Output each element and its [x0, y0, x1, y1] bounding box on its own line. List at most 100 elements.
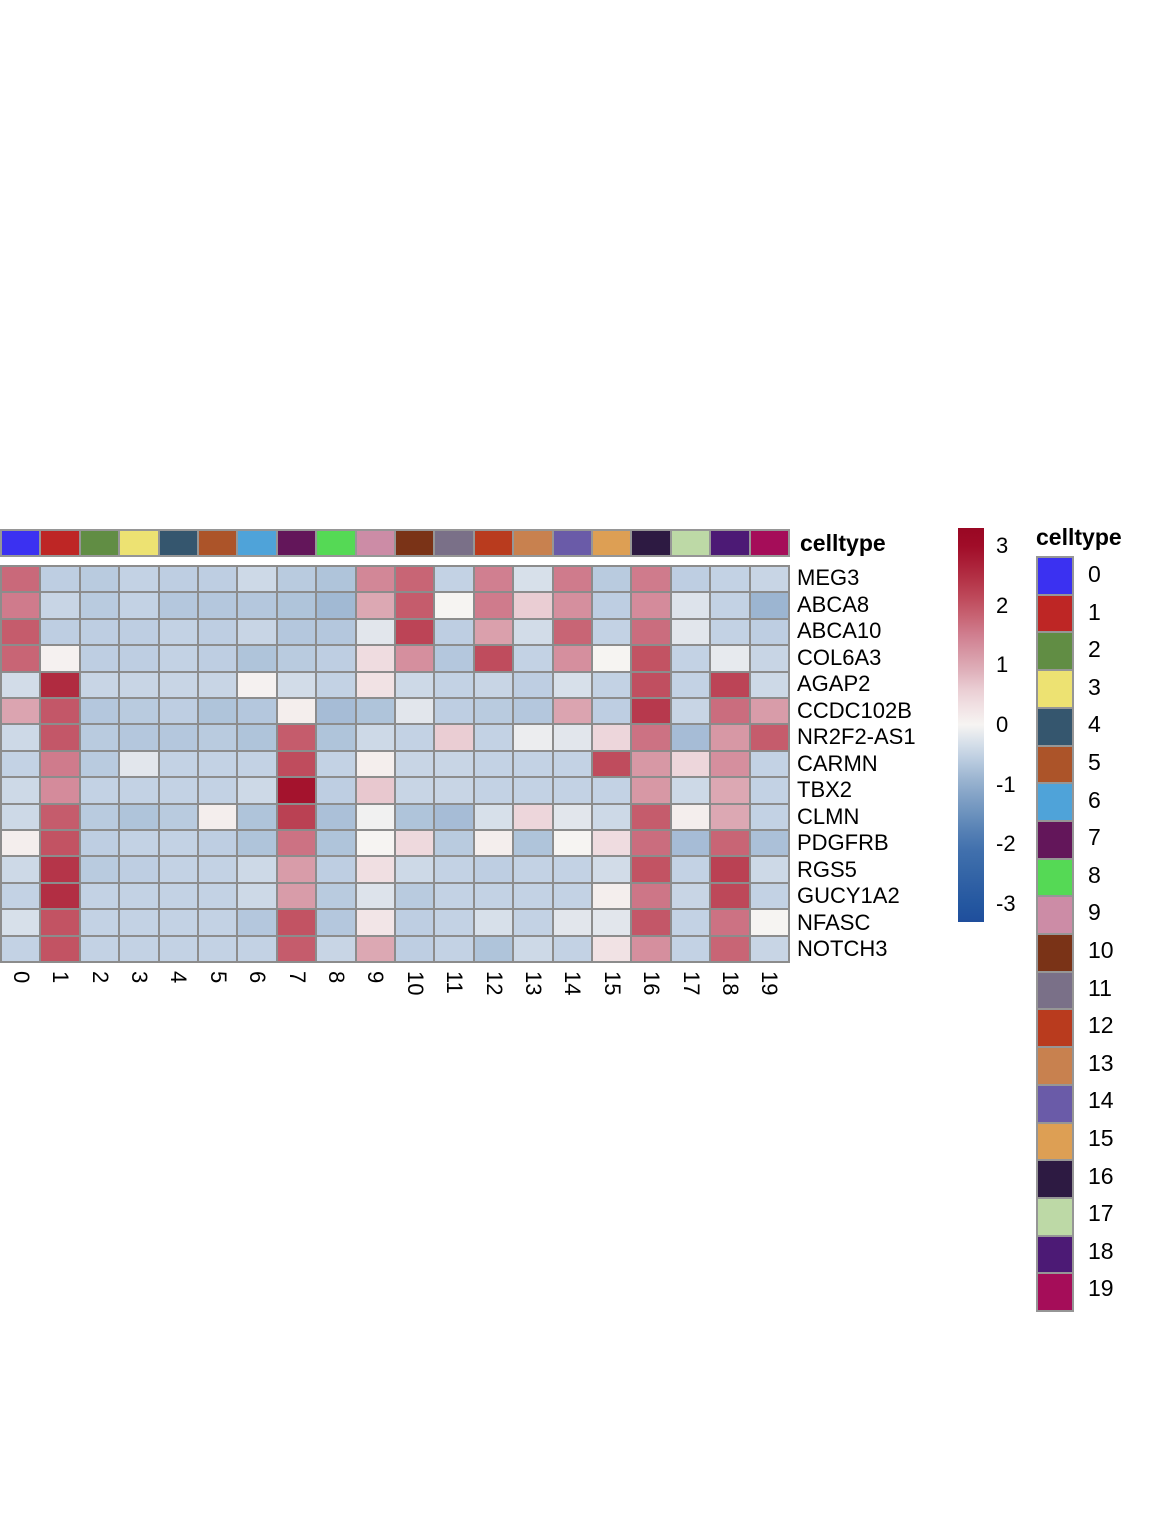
heatmap-cell — [159, 936, 197, 961]
heatmap-cell — [553, 593, 591, 618]
heatmap-cell — [238, 646, 276, 671]
heatmap-cell — [317, 593, 355, 618]
heatmap-cell — [435, 567, 473, 592]
heatmap-cell — [750, 910, 788, 935]
heatmap-cell — [553, 672, 591, 697]
column-label: 4 — [166, 971, 192, 984]
heatmap-cell — [317, 619, 355, 645]
legend-swatch-16 — [1038, 1161, 1072, 1197]
heatmap-cell — [317, 936, 355, 961]
heatmap-cell — [199, 804, 237, 829]
heatmap-cell — [80, 567, 119, 592]
heatmap-cell — [514, 936, 552, 961]
heatmap-cell — [632, 883, 670, 909]
heatmap-cell — [356, 698, 394, 724]
annotation-cell-18 — [711, 531, 749, 555]
heatmap-cell — [396, 910, 434, 935]
heatmap-cell — [317, 778, 355, 803]
colorbar-tick-label: -2 — [996, 831, 1016, 857]
legend-swatch-11 — [1038, 972, 1072, 1009]
heatmap-cell — [750, 672, 788, 697]
heatmap-cell — [435, 910, 473, 935]
column-label: 8 — [323, 971, 349, 984]
heatmap-cell — [711, 672, 749, 697]
heatmap-cell — [120, 672, 158, 697]
heatmap-cell — [396, 619, 434, 645]
heatmap-cell — [711, 778, 749, 803]
annotation-cell-8 — [317, 531, 355, 555]
heatmap-cell — [41, 567, 79, 592]
heatmap-cell — [238, 672, 276, 697]
heatmap-cell — [474, 672, 513, 697]
heatmap-cell — [317, 910, 355, 935]
heatmap-cell — [750, 646, 788, 671]
column-label: 12 — [481, 971, 507, 996]
heatmap-cell — [593, 725, 631, 750]
heatmap-cell — [711, 698, 749, 724]
row-label: PDGFRB — [797, 830, 889, 856]
heatmap-cell — [711, 936, 749, 961]
legend-label: 4 — [1088, 711, 1101, 738]
heatmap-cell — [474, 751, 513, 777]
legend-swatch-19 — [1038, 1274, 1072, 1310]
legend-label: 14 — [1088, 1087, 1114, 1114]
heatmap-cell — [159, 698, 197, 724]
heatmap-cell — [396, 593, 434, 618]
heatmap-cell — [593, 910, 631, 935]
legend-label: 8 — [1088, 861, 1101, 888]
heatmap-cell — [80, 619, 119, 645]
heatmap-cell — [514, 830, 552, 856]
heatmap-cell — [317, 672, 355, 697]
heatmap-cell — [435, 619, 473, 645]
row-label: TBX2 — [797, 777, 853, 803]
heatmap-cell — [238, 804, 276, 829]
row-label: RGS5 — [797, 856, 857, 882]
row-label: MEG3 — [797, 565, 860, 590]
legend-swatch-5 — [1038, 746, 1072, 783]
annotation-cell-14 — [553, 531, 591, 555]
heatmap-cell — [199, 646, 237, 671]
column-label: 17 — [678, 971, 704, 996]
heatmap-cell — [356, 883, 394, 909]
annotation-cell-6 — [238, 531, 276, 555]
heatmap-cell — [514, 698, 552, 724]
heatmap-cell — [41, 883, 79, 909]
heatmap-cell — [277, 778, 316, 803]
column-label: 1 — [48, 971, 74, 984]
column-label: 19 — [757, 971, 783, 996]
heatmap-cell — [514, 619, 552, 645]
legend-label: 17 — [1088, 1200, 1114, 1227]
row-label: CCDC102B — [797, 697, 912, 723]
heatmap-cell — [120, 910, 158, 935]
heatmap-cell — [159, 567, 197, 592]
annotation-cell-7 — [277, 531, 316, 555]
heatmap-cell — [238, 593, 276, 618]
heatmap-cell — [435, 804, 473, 829]
heatmap-cell — [671, 593, 710, 618]
heatmap-cell — [593, 593, 631, 618]
heatmap-cell — [41, 830, 79, 856]
column-label: 0 — [8, 971, 34, 984]
legend-swatch-12 — [1038, 1010, 1072, 1047]
annotation-cell-1 — [41, 531, 79, 555]
heatmap-cell — [277, 910, 316, 935]
legend-label: 3 — [1088, 673, 1101, 700]
annotation-cell-4 — [159, 531, 197, 555]
legend-swatch-17 — [1038, 1198, 1072, 1235]
annotation-cell-17 — [671, 531, 710, 555]
legend-swatch-2 — [1038, 633, 1072, 670]
heatmap-cell — [317, 567, 355, 592]
heatmap-cell — [159, 619, 197, 645]
heatmap-cell — [474, 646, 513, 671]
heatmap-cell — [632, 804, 670, 829]
heatmap-cell — [199, 778, 237, 803]
column-label: 5 — [205, 971, 231, 984]
legend-label: 18 — [1088, 1237, 1114, 1264]
heatmap-cell — [80, 751, 119, 777]
heatmap-cell — [671, 804, 710, 829]
heatmap-cell — [514, 567, 552, 592]
heatmap-cell — [277, 619, 316, 645]
heatmap-cell — [632, 567, 670, 592]
heatmap-cell — [2, 725, 40, 750]
heatmap-cell — [356, 910, 394, 935]
